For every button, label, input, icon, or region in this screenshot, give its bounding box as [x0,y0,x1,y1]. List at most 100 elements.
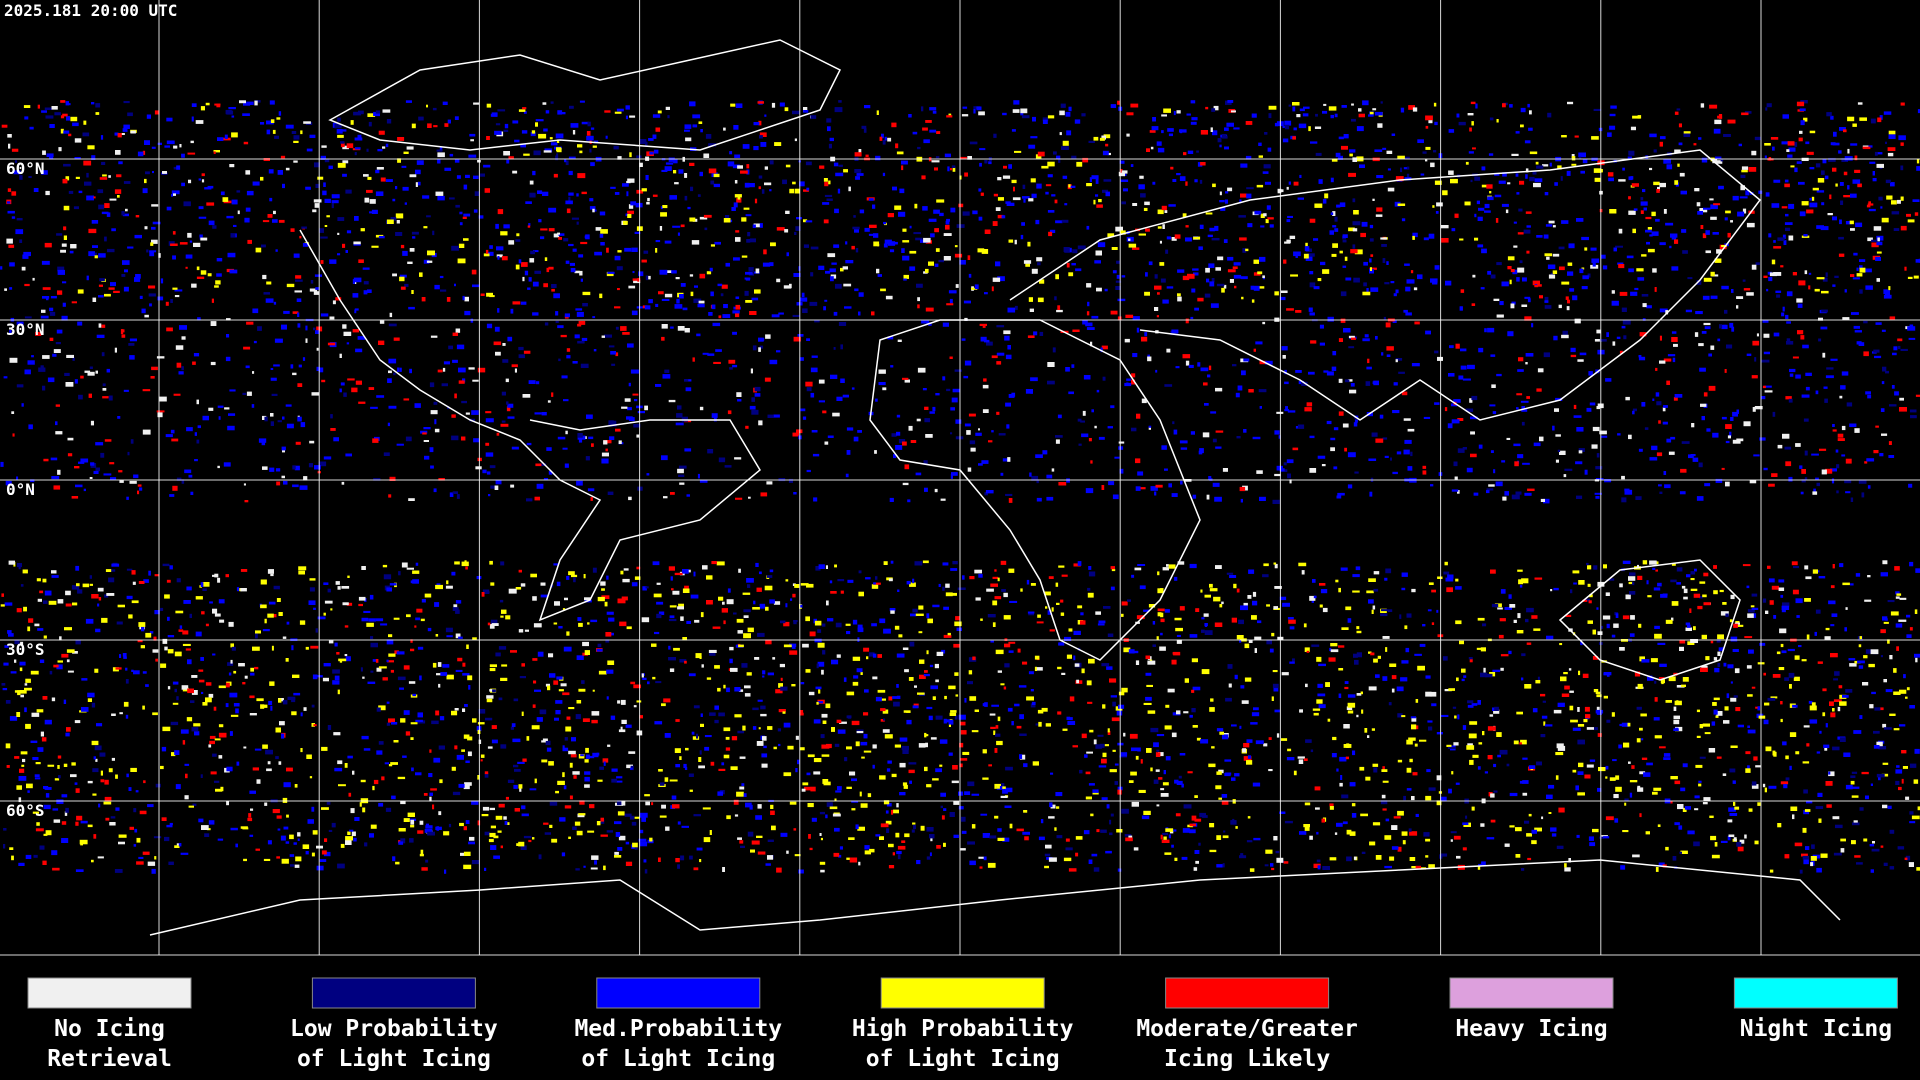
icing-pixel [202,415,209,421]
icing-pixel [1187,150,1194,154]
icing-pixel [1638,356,1646,361]
icing-pixel [1384,865,1392,869]
icing-pixel [53,664,59,668]
icing-pixel [759,132,767,137]
icing-pixel [1561,220,1569,224]
icing-pixel [61,315,68,321]
icing-pixel [1800,335,1805,340]
icing-pixel [934,263,939,267]
icing-pixel [523,835,532,839]
icing-pixel [658,291,664,295]
icing-pixel [305,338,308,343]
icing-pixel [976,106,982,111]
icing-pixel [1384,577,1388,581]
icing-pixel [545,740,551,746]
icing-pixel [218,755,223,759]
icing-pixel [1701,331,1707,334]
icing-pixel [1332,351,1337,356]
icing-pixel [630,201,637,206]
icing-pixel [210,321,217,326]
icing-pixel [226,110,234,115]
icing-pixel [255,247,262,253]
icing-pixel [1574,318,1581,324]
icing-pixel [1244,643,1250,649]
icing-pixel [1589,759,1596,762]
icing-pixel [193,242,201,247]
icing-pixel [1135,660,1140,665]
icing-pixel [1465,408,1474,412]
icing-pixel [465,174,470,178]
icing-pixel [1094,425,1097,429]
icing-pixel [475,466,482,470]
icing-pixel [340,141,345,144]
icing-pixel [1730,220,1733,223]
icing-pixel [505,378,509,383]
icing-pixel [1292,136,1296,140]
icing-pixel [799,181,805,187]
icing-pixel [1564,468,1573,471]
icing-pixel [22,569,28,574]
icing-pixel [1526,225,1531,228]
icing-pixel [35,762,41,765]
icing-pixel [1722,602,1727,605]
icing-pixel [285,167,290,171]
icing-pixel [174,295,180,298]
icing-pixel [1236,588,1240,593]
icing-pixel [1853,252,1858,256]
icing-pixel [1865,285,1873,290]
icing-pixel [1496,373,1502,377]
icing-pixel [435,191,444,196]
icing-pixel [527,225,531,228]
icing-pixel [489,465,496,469]
icing-pixel [408,498,415,501]
icing-pixel [1817,792,1823,797]
icing-pixel [322,190,327,196]
icing-pixel [106,593,115,596]
icing-pixel [1606,623,1610,629]
icing-pixel [1701,416,1705,421]
icing-pixel [293,135,300,140]
icing-pixel [1743,288,1751,291]
icing-pixel [442,101,448,105]
icing-pixel [924,406,929,410]
icing-pixel [908,425,913,431]
icing-pixel [49,156,54,160]
icing-pixel [1880,408,1885,412]
icing-pixel [529,180,534,185]
icing-pixel [1737,211,1745,217]
icing-pixel [831,262,837,265]
icing-pixel [1803,789,1808,794]
icing-pixel [1088,140,1095,143]
icing-pixel [102,388,107,391]
icing-pixel [1553,335,1558,341]
icing-pixel [420,430,428,434]
icing-pixel [53,485,61,490]
icing-pixel [393,740,399,743]
icing-pixel [785,164,791,168]
icing-pixel [1154,274,1158,279]
icing-pixel [353,277,362,283]
icing-pixel [836,654,841,658]
icing-pixel [1837,706,1841,712]
icing-pixel [1196,737,1201,741]
icing-pixel [1748,167,1757,172]
icing-pixel [565,260,570,264]
icing-pixel [1685,622,1690,626]
icing-pixel [820,869,825,873]
icing-pixel [529,192,536,198]
icing-pixel [1234,773,1240,777]
icing-pixel [806,469,811,473]
icing-pixel [1131,373,1136,378]
icing-pixel [921,320,930,324]
icing-pixel [154,110,160,115]
icing-pixel [1839,701,1847,706]
icing-pixel [945,220,950,225]
icing-pixel [1859,807,1864,811]
icing-pixel [1674,111,1679,115]
icing-pixel [902,240,910,243]
icing-pixel [454,159,460,163]
icing-pixel [1466,745,1475,750]
icing-pixel [833,162,839,167]
icing-pixel [943,256,951,261]
icing-pixel [1173,111,1176,116]
